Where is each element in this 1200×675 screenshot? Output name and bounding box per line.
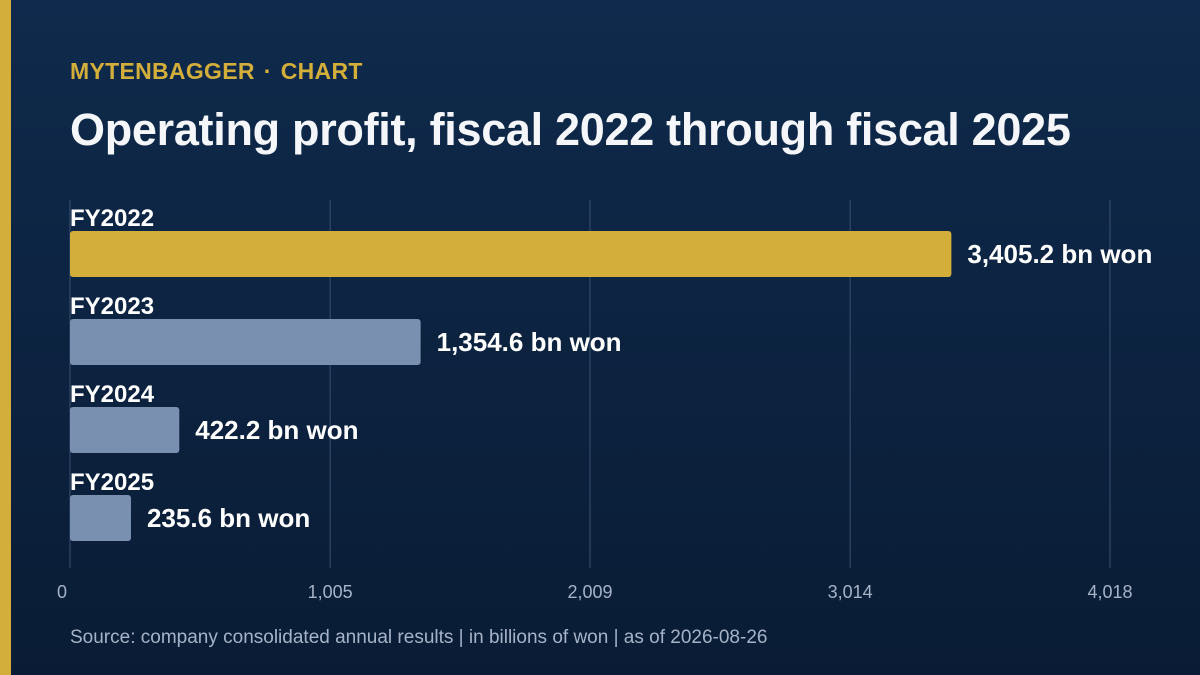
category-label: FY2022 bbox=[70, 205, 154, 232]
bar bbox=[70, 319, 421, 365]
brand-label: MYTENBAGGER bbox=[70, 58, 255, 84]
x-tick-label: 3,014 bbox=[828, 582, 873, 602]
accent-stripe bbox=[0, 0, 11, 675]
chart-title: Operating profit, fiscal 2022 through fi… bbox=[70, 104, 1071, 155]
value-label: 1,354.6 bn won bbox=[437, 327, 622, 357]
value-label: 3,405.2 bn won bbox=[967, 239, 1152, 269]
x-tick-label: 4,018 bbox=[1087, 582, 1132, 602]
x-tick-label: 1,005 bbox=[308, 582, 353, 602]
x-tick-label: 2,009 bbox=[567, 582, 612, 602]
value-label: 422.2 bn won bbox=[195, 415, 358, 445]
source-note: Source: company consolidated annual resu… bbox=[70, 627, 768, 648]
bar bbox=[70, 231, 952, 277]
bar bbox=[70, 495, 131, 541]
category-label: FY2023 bbox=[70, 293, 154, 320]
category-label: FY2024 bbox=[70, 381, 155, 408]
bar bbox=[70, 407, 180, 453]
x-tick-label: 0 bbox=[57, 582, 67, 602]
kicker-separator: · bbox=[263, 58, 272, 84]
category-label: FY2025 bbox=[70, 469, 154, 496]
kicker: MYTENBAGGER · CHART bbox=[70, 58, 363, 85]
section-label: CHART bbox=[280, 58, 363, 84]
value-label: 235.6 bn won bbox=[147, 503, 310, 533]
